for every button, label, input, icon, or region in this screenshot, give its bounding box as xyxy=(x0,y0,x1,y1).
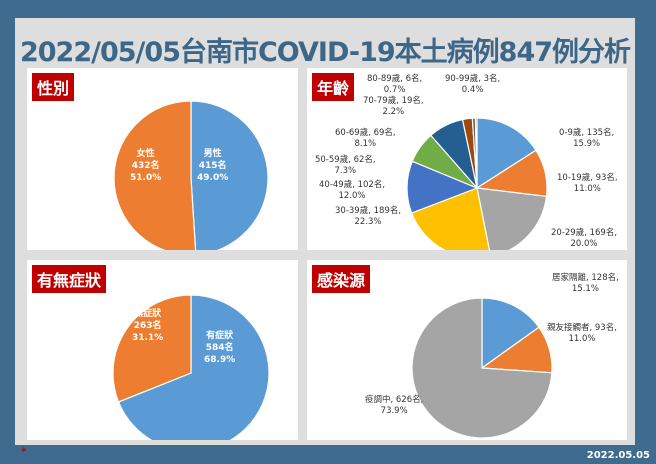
age-pie xyxy=(406,117,548,250)
slice-label: 親友接觸者, 93名, 11.0% xyxy=(547,323,617,344)
slice-label: 80-89歲, 6名, 0.7% xyxy=(367,74,423,95)
age-panel: 年齡 0-9歲, 135名, 15.9% 10-19歲, 93名, 11.0% 20-2… xyxy=(307,68,627,250)
slice-label: 有症狀 584名 68.9% xyxy=(204,331,236,365)
panel-tag: 感染源 xyxy=(311,264,372,294)
pie-slice-90-99歲 xyxy=(474,117,478,189)
date-label: 2022.05.05 xyxy=(586,450,650,461)
source-panel: 感染源 居家隔離, 128名, 15.1% 親友接觸者, 93名, 11.0% 疫調中,… xyxy=(307,260,627,440)
slice-label: 男性 415名 49.0% xyxy=(197,149,229,183)
gender-pie xyxy=(113,100,269,250)
slice-label: 70-79歲, 19名, 2.2% xyxy=(363,96,424,117)
page-title: 2022/05/05台南市COVID-19本土病例847例分析 xyxy=(19,37,631,68)
slice-label: 40-49歲, 102名, 12.0% xyxy=(319,180,386,201)
symptom-pie xyxy=(112,294,270,440)
slice-label: 0-9歲, 135名, 15.9% xyxy=(559,128,615,149)
pie-slice-0-9歲 xyxy=(476,117,537,190)
slice-label: 60-69歲, 69名, 8.1% xyxy=(335,128,396,149)
pie-slice-20-29歲 xyxy=(476,187,548,250)
slice-label: 無症狀 263名 31.1% xyxy=(132,309,164,343)
symptom-panel: 有無症狀 有症狀 584名 68.9% 無症狀 263名 31.1% xyxy=(27,260,298,440)
pie-slice-男性 xyxy=(190,100,269,250)
panel-tag: 性別 xyxy=(31,72,76,102)
panel-tag: 年齡 xyxy=(311,72,356,102)
tainan-logo: ✶ xyxy=(20,446,28,456)
gender-panel: 性別 男性 415名 49.0% 女性 432名 51.0% xyxy=(27,68,298,250)
pie-slice-無症狀 xyxy=(112,294,192,403)
slice-label: 疫調中, 626名, 73.9% xyxy=(365,395,424,416)
pie-slice-疫調中 xyxy=(411,297,553,439)
source-pie xyxy=(411,297,553,439)
pie-slice-有症狀 xyxy=(117,294,270,440)
panel-tag: 有無症狀 xyxy=(31,264,108,294)
slice-label: 50-59歲, 62名, 7.3% xyxy=(315,155,376,176)
slice-label: 居家隔離, 128名, 15.1% xyxy=(552,273,619,294)
pie-slice-30-39歲 xyxy=(410,187,490,250)
pie-slice-女性 xyxy=(113,100,197,250)
slice-label: 90-99歲, 3名, 0.4% xyxy=(445,74,501,95)
pie-slice-居家隔離 xyxy=(481,297,540,370)
slice-label: 10-19歲, 93名, 11.0% xyxy=(557,173,618,194)
slice-label: 女性 432名 51.0% xyxy=(130,149,162,183)
slice-label: 30-39歲, 189名, 22.3% xyxy=(335,206,402,227)
infographic-board: 2022/05/05台南市COVID-19本土病例847例分析 性別 男性 415… xyxy=(15,18,635,445)
slice-label: 20-29歲, 169名, 20.0% xyxy=(551,228,618,249)
